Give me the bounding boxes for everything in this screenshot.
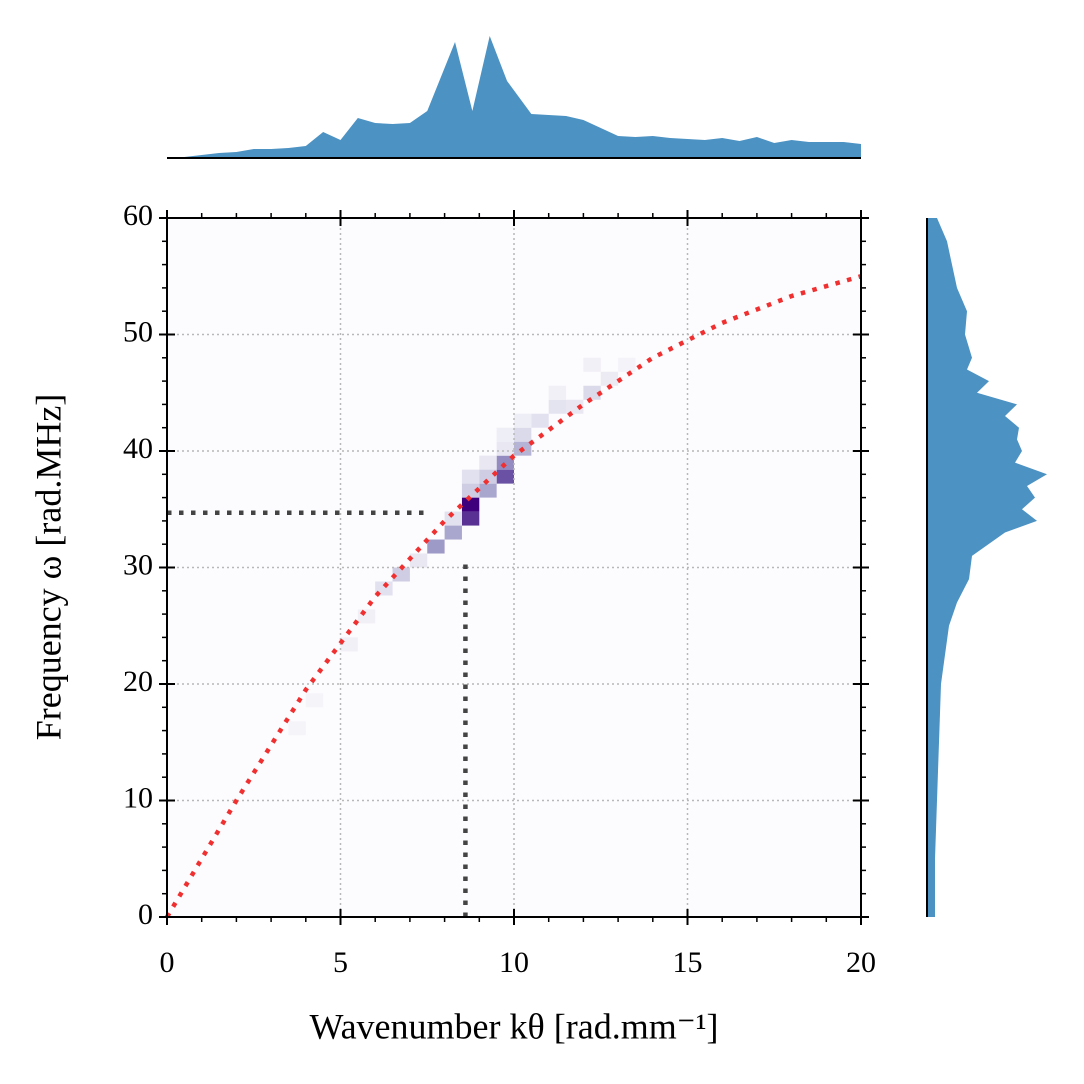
line [165,274,862,919]
heatmap-cell [496,455,514,470]
heatmap-cell [514,427,532,442]
x-tick-label: 10 [499,946,529,979]
heatmap-cell [479,455,497,470]
heatmap-cell [461,483,480,498]
x-tick-label: 20 [846,946,876,979]
heatmap-cell [496,441,514,456]
heatmap-cell [514,413,532,428]
y-tick-label: 60 [123,199,153,232]
heatmap-cell [288,721,306,736]
y-tick-label: 0 [138,898,153,931]
y-tick-label: 10 [123,781,153,814]
heatmap-cell [496,427,514,442]
heatmap-cell [479,483,497,498]
top-marginal-area [167,36,861,158]
heatmap-cell [600,371,619,386]
heatmap-cell [461,497,480,512]
heatmap-cell [340,637,358,652]
heatmap-cell [427,539,445,554]
heatmap-cell [583,385,601,400]
heatmap-cell [444,525,462,540]
heatmap-cell [496,469,514,484]
heatmap-cell [357,609,376,624]
heatmap-cell [461,511,480,526]
heatmap-cell [531,413,549,428]
x-axis-label: Wavenumber kθ [rad.mm⁻¹] [309,1006,718,1046]
y-tick-label: 50 [123,315,153,348]
heatmap-cell [305,693,324,708]
x-tick-label: 15 [673,946,703,979]
x-tick-label: 0 [160,946,175,979]
heatmap-cell [548,399,567,414]
x-tick-label: 5 [333,946,348,979]
heatmap-cell [392,567,410,582]
right-marginal-area [927,218,1047,917]
y-tick-label: 20 [123,665,153,698]
heatmap-cell [583,357,601,372]
heatmap-cell [409,553,428,568]
y-tick-label: 30 [123,548,153,581]
heatmap-cell [566,399,584,414]
y-axis-label: Frequency ω [rad.MHz] [28,394,68,741]
heatmap-cell [618,357,636,372]
heatmap-cell [548,385,567,400]
y-tick-label: 40 [123,432,153,465]
heatmap-cell [461,469,480,484]
